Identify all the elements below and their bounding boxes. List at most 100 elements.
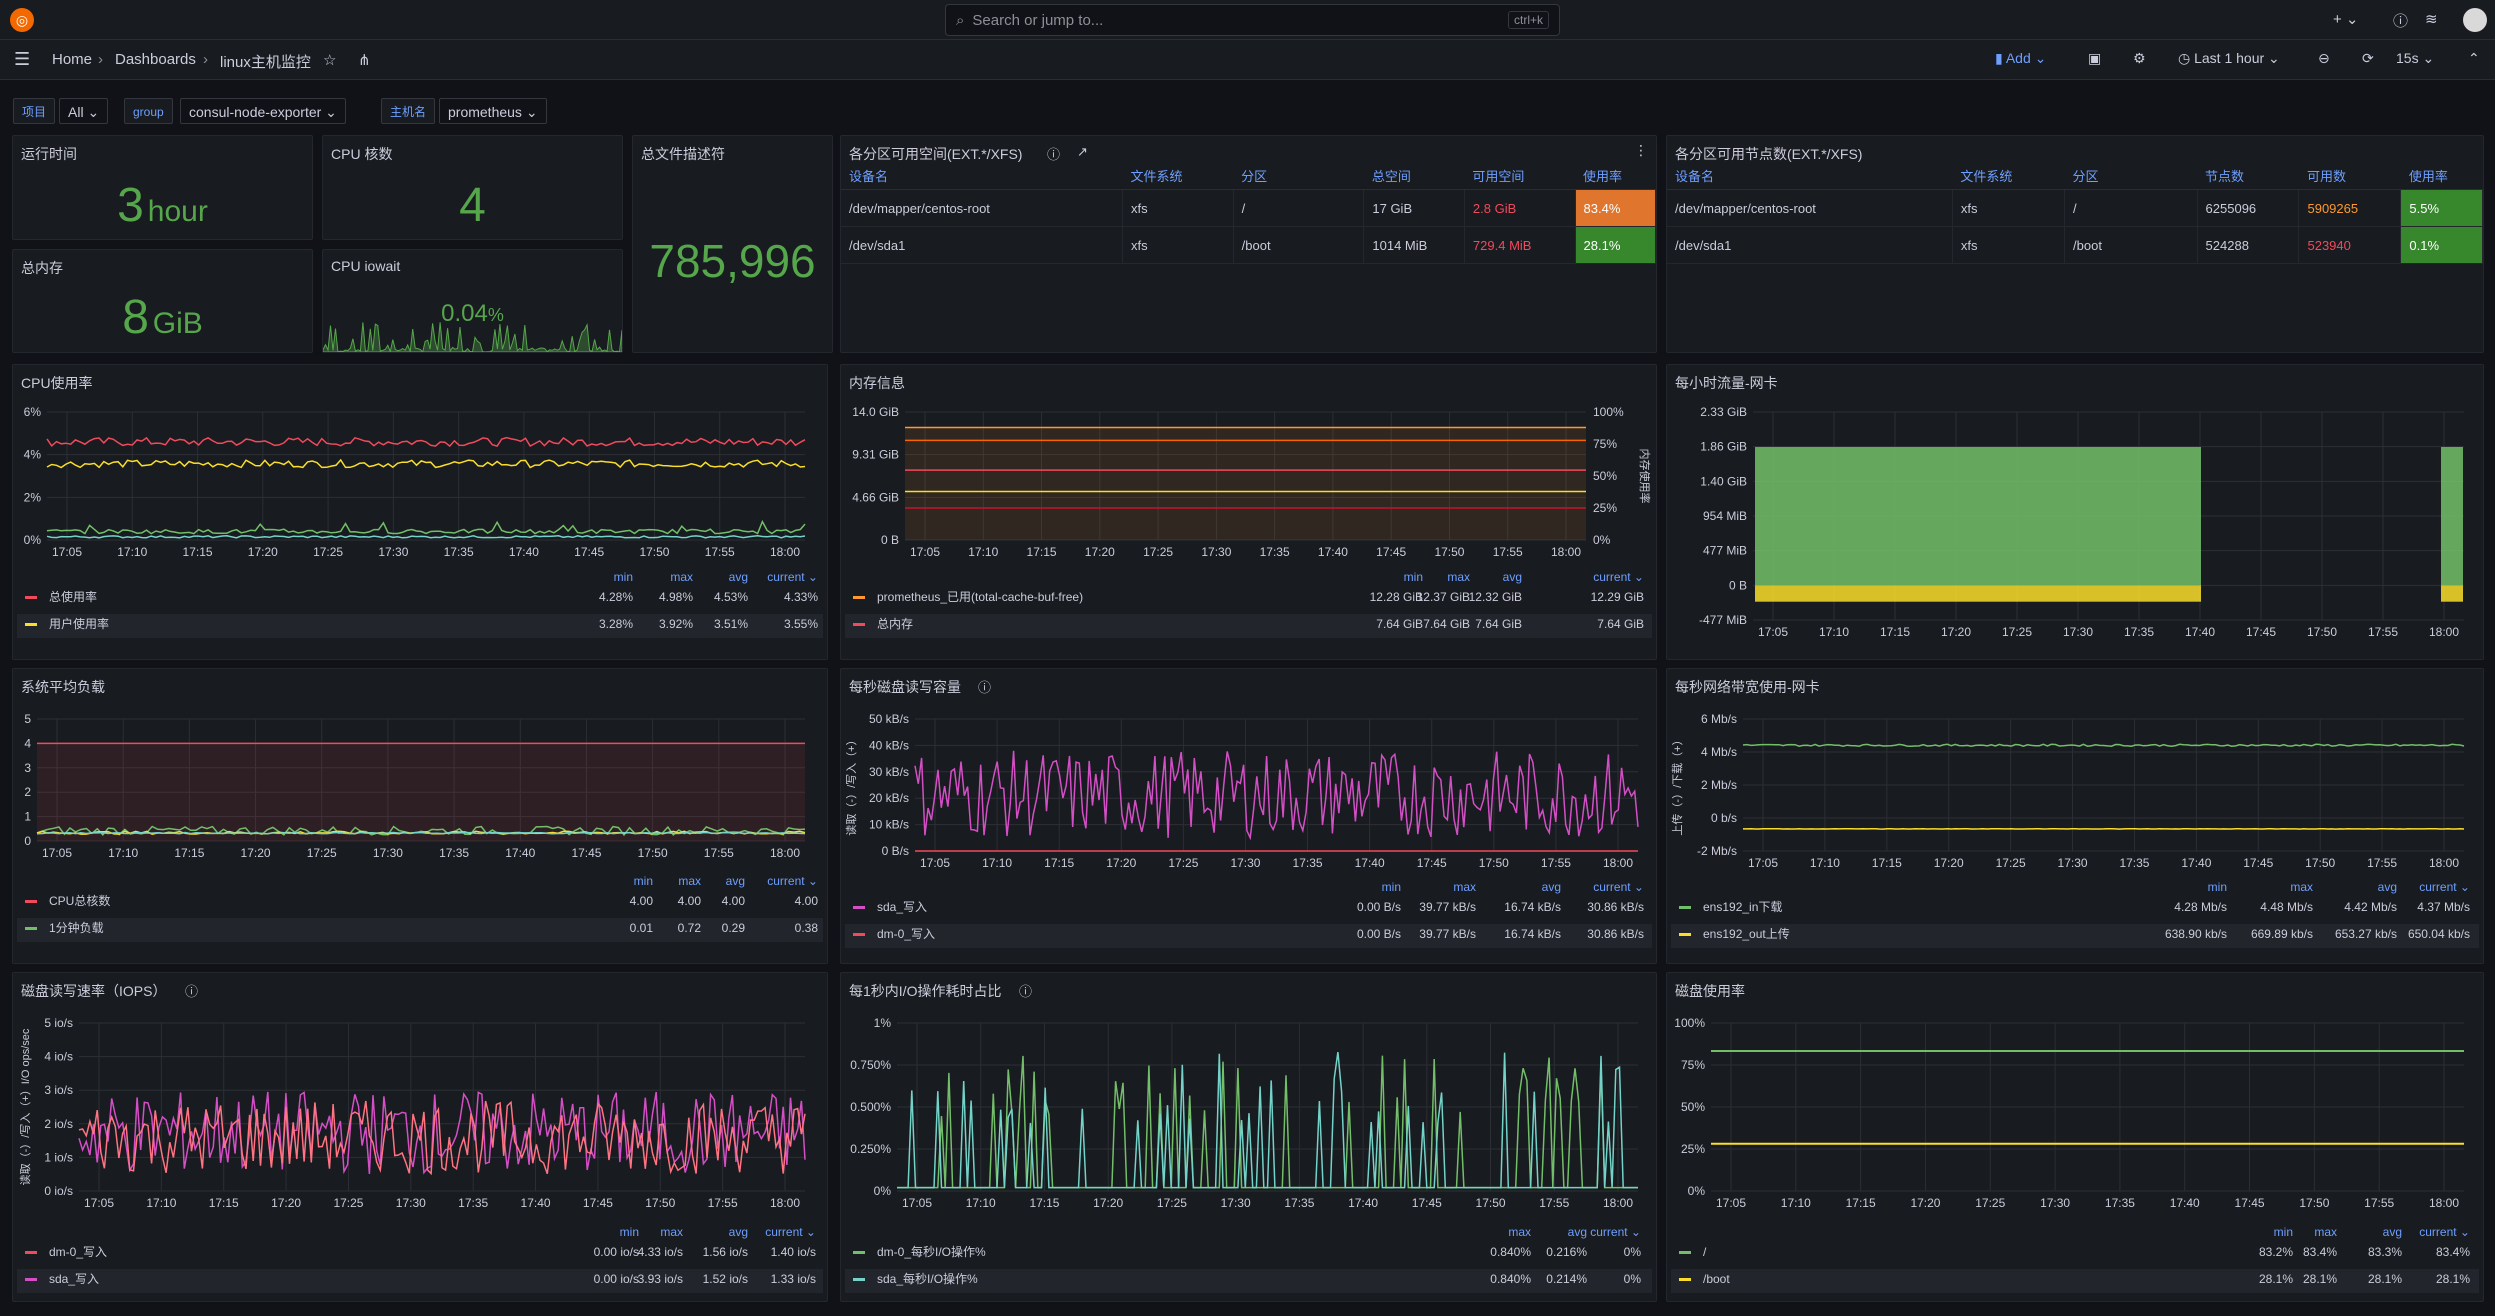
new-plus-icon[interactable]: + ⌄ [2333,11,2359,28]
legend-value-min: 0.00 B/s [1357,927,1401,941]
y-tick-label: 20 kB/s [869,791,909,805]
table-header[interactable]: 使用率 [2400,162,2483,190]
panel-io-time[interactable]: 每1秒内I/O操作耗时占比 ⓘ 1% 0.750% 0.500% 0.250% 0% 17:0… [840,972,1657,1302]
legend-series-name: dm-0_每秒I/O操作% [877,1244,986,1259]
panel-file-descriptors[interactable]: 总文件描述符 785,996 [632,135,833,353]
x-tick-label: 17:10 [117,545,147,559]
legend-value-max: 0.72 [678,921,702,935]
table-header[interactable]: 总空间 [1363,162,1465,190]
refresh-icon[interactable]: ⟳ [2362,50,2374,66]
table-header[interactable]: 节点数 [2197,162,2299,190]
download-bar [2441,446,2463,586]
stat-value: 3 hour [13,178,312,233]
table-header[interactable]: 可用空间 [1464,162,1576,190]
table-header[interactable]: 设备名 [1667,162,1953,190]
legend-header-current: current ⌄ [765,1225,816,1239]
iowait-sparkline [323,322,622,352]
panel-total-memory[interactable]: 总内存 8 GiB [12,249,313,353]
x-tick-label: 17:40 [505,846,535,860]
panel-network[interactable]: 每秒网络带宽使用-网卡 6 Mb/s 4 Mb/s 2 Mb/s 0 b/s -2 Mb/… [1666,668,2484,964]
legend-value-current: 0.38 [795,921,819,935]
time-range-picker[interactable]: ◷ Last 1 hour ⌄ [2178,50,2280,66]
legend-value-current: 28.1% [2436,1272,2470,1286]
collapse-chevron-icon[interactable]: ⌃ [2468,50,2480,66]
panel-disk-rw[interactable]: 每秒磁盘读写容量 ⓘ 50 kB/s 40 kB/s 30 kB/s 20 kB/s 10 … [840,668,1657,964]
var-select-project[interactable]: All ⌄ [59,98,109,124]
x-tick-label: 17:25 [1975,1196,2005,1210]
panel-cpu-usage[interactable]: CPU使用率 6% 4% 2% 0% 17:05 17:10 17:15 17:20 17:25 1… [12,364,828,660]
legend-swatch [1679,1251,1691,1254]
legend-value-max: 669.89 kb/s [2251,927,2313,941]
legend-header-current: current ⌄ [2419,880,2470,894]
cpu-total-line [46,436,806,448]
table-header[interactable]: 分区 [1233,162,1364,190]
panel-cpu-cores[interactable]: CPU 核数 4 [322,135,623,240]
info-icon[interactable]: ⓘ [185,984,199,999]
star-icon[interactable]: ☆ [323,52,337,69]
info-icon[interactable]: ⓘ [1019,984,1033,999]
refresh-interval[interactable]: 15s ⌄ [2396,50,2435,66]
table-header[interactable]: 可用数 [2298,162,2401,190]
table-header[interactable]: 文件系统 [1122,162,1234,190]
settings-gear-icon[interactable]: ⚙ [2133,50,2146,66]
search-bar[interactable]: ⌕ Search or jump to... ctrl+k [945,4,1560,36]
legend-value-max: 7.64 GiB [1423,617,1470,631]
panel-partition-inodes[interactable]: 各分区可用节点数(EXT.*/XFS) 设备名 文件系统 分区 节点数 可用数 使用率/d… [1666,135,2484,353]
save-icon[interactable]: ▣ [2088,50,2102,66]
grafana-logo-icon[interactable]: ◎ [10,8,34,32]
legend-value-max: 28.1% [2303,1272,2337,1286]
help-icon[interactable]: ⓘ [2393,13,2409,30]
panel-iowait[interactable]: CPU iowait 0.04% [322,249,623,353]
y-tick-label: 0 B/s [882,844,909,858]
table-header[interactable]: 设备名 [841,162,1123,190]
y-tick-label: 4 io/s [44,1050,73,1064]
stat-value: 4 [459,179,486,232]
stat-unit: % [487,305,504,325]
legend-value-current: 30.86 kB/s [1587,900,1644,914]
table-header[interactable]: 使用率 [1575,162,1656,190]
table-header[interactable]: 分区 [2064,162,2198,190]
table-header[interactable]: 文件系统 [1952,162,2065,190]
x-tick-label: 17:35 [2105,1196,2135,1210]
panel-title: 各分区可用节点数(EXT.*/XFS) [1675,146,1863,162]
menu-icon[interactable]: ☰ [14,49,31,69]
legend-value-current: 1.40 io/s [771,1245,816,1259]
info-icon[interactable]: ⓘ [978,680,992,695]
breadcrumb-home[interactable]: Home [52,51,93,68]
info-icon[interactable]: ⓘ [1047,147,1061,162]
y-tick-label: 5 io/s [44,1016,73,1030]
share-icon[interactable]: ⋔ [358,52,371,69]
external-link-icon[interactable]: ↗ [1077,144,1088,159]
y2-tick-label: 0% [1593,533,1611,547]
add-button[interactable]: ▮ Add ⌄ [1995,50,2047,66]
panel-hourly-traffic[interactable]: 每小时流量-网卡 2.33 GiB 1.86 GiB 1.40 GiB 954 MiB 4… [1666,364,2484,660]
panel-uptime[interactable]: 运行时间 3 hour [12,135,313,240]
legend-header-min: min [614,570,633,584]
breadcrumb-dashboards[interactable]: Dashboards [115,51,196,68]
stat-number: 3 [117,179,144,232]
panel-disk-usage[interactable]: 磁盘使用率 100% 75% 50% 25% 0% 17:05 17:10 17:15 17:20… [1666,972,2484,1302]
legend-series-name: prometheus_已用(total-cache-buf-free) [877,590,1083,604]
panel-menu-icon[interactable]: ⋮ [1634,142,1648,158]
x-tick-label: 17:45 [1376,545,1406,559]
var-value-host: prometheus [448,104,522,120]
legend-header-max: max [2290,880,2313,894]
legend-value-max: 0.840% [1490,1245,1531,1259]
zoom-out-icon[interactable]: ⊖ [2318,50,2330,66]
x-tick-label: 17:35 [1260,545,1290,559]
y-tick-label: 2.33 GiB [1700,405,1747,419]
legend-value-avg: 4.00 [722,894,746,908]
news-rss-icon[interactable]: ≋ [2425,11,2438,28]
var-select-host[interactable]: prometheus ⌄ [439,98,547,124]
panel-partition-space[interactable]: 各分区可用空间(EXT.*/XFS) ⓘ ↗ ⋮ 设备名 文件系统 分区 总空间 可用空… [840,135,1657,353]
y-tick-label: 1.86 GiB [1700,440,1747,454]
var-select-group[interactable]: consul-node-exporter ⌄ [180,98,346,124]
x-tick-label: 17:35 [2119,856,2149,870]
user-avatar[interactable] [2463,8,2487,32]
panel-iops[interactable]: 磁盘读写速率（IOPS） ⓘ 5 io/s 4 io/s 3 io/s 2 io/s 1 i… [12,972,828,1302]
legend-value-max: 3.93 io/s [638,1272,683,1286]
legend-series-name: dm-0_写入 [49,1245,107,1259]
download-bar [1755,446,2201,586]
panel-load[interactable]: 系统平均负载 5 4 3 2 1 0 17:05 17:10 17:15 17:20 17:25 17:… [12,668,828,964]
panel-memory[interactable]: 内存信息 14.0 GiB 9.31 GiB 4.66 GiB 0 B 17:05 17:1… [840,364,1657,660]
